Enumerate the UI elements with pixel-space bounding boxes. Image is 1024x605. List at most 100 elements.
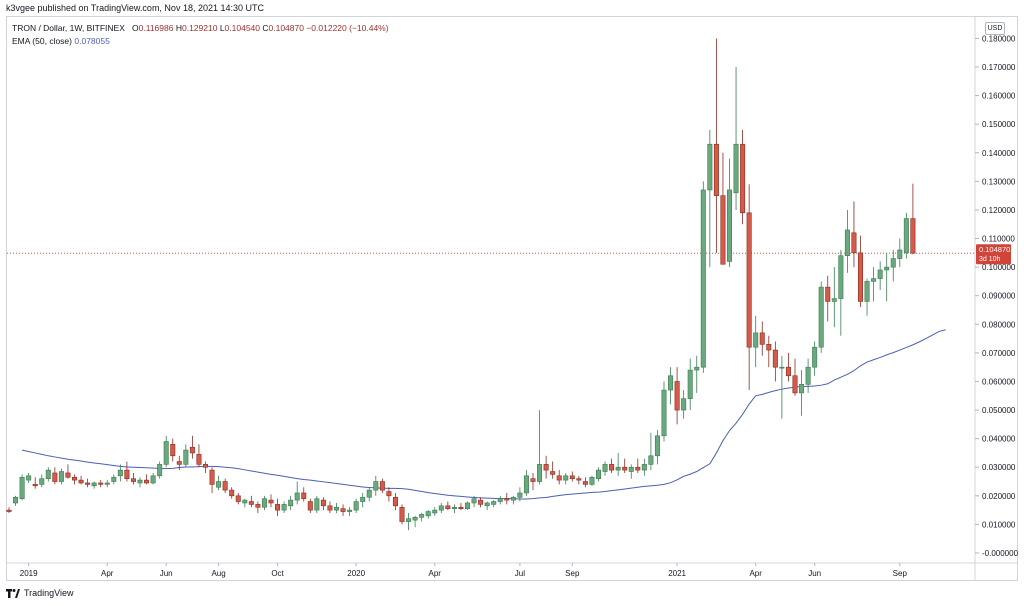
x-tick-label: Jun: [808, 569, 821, 578]
candle-body: [550, 471, 556, 475]
candle-body: [510, 496, 516, 501]
x-tick-label: Oct: [271, 569, 284, 578]
candle-body: [78, 479, 84, 484]
y-tick-label: 0.010000: [982, 520, 1016, 529]
candle-body: [117, 469, 123, 477]
y-tick-label: 0.020000: [982, 492, 1016, 501]
y-tick-label: 0.150000: [982, 120, 1016, 129]
candle-body: [288, 499, 294, 507]
candle-body: [746, 212, 752, 348]
candle-body: [595, 469, 601, 479]
candle-body: [884, 266, 890, 271]
y-tick-label: 0.040000: [982, 435, 1016, 444]
candle-body: [412, 516, 418, 521]
candle-body: [458, 506, 464, 509]
y-tick-label: 0.140000: [982, 149, 1016, 158]
y-tick-label: 0.170000: [982, 63, 1016, 72]
x-tick-label: Sep: [565, 569, 580, 578]
x-tick-label: Apr: [749, 569, 762, 578]
candle-body: [150, 475, 156, 484]
candle-body: [831, 298, 837, 302]
high-label: H: [175, 23, 182, 33]
candle-body: [733, 143, 739, 194]
candle-body: [438, 505, 444, 511]
candle-body: [451, 506, 457, 509]
x-tick-label: Apr: [429, 569, 442, 578]
candle-body: [85, 482, 91, 485]
price-label-countdown: 3d 10h: [979, 256, 1001, 263]
candle-body: [871, 278, 877, 282]
change-value: −0.012220 (−10.44%): [306, 23, 389, 33]
candle-body: [504, 498, 510, 501]
x-tick-label: 2020: [347, 569, 365, 578]
candle-body: [399, 506, 405, 522]
footer-brand[interactable]: TradingView: [6, 588, 74, 598]
candle-body: [176, 461, 182, 465]
candle-body: [569, 475, 575, 479]
candle-body: [373, 481, 379, 491]
low-label: L: [219, 23, 225, 33]
candle-body: [281, 504, 287, 511]
candle-body: [615, 466, 621, 471]
candle-body: [609, 464, 615, 471]
tradingview-logo-icon: [6, 588, 20, 598]
high-value: 0.129210: [181, 23, 218, 33]
candle-body: [340, 508, 346, 512]
candle-body: [366, 489, 372, 498]
candle-body: [275, 504, 281, 511]
candle-body: [392, 496, 398, 507]
price-label-box: [976, 244, 1011, 265]
candle-body: [890, 258, 896, 268]
candle-body: [235, 495, 241, 502]
candle-body: [347, 509, 353, 512]
chart-frame[interactable]: [6, 16, 1018, 581]
y-tick-label: 0.110000: [982, 235, 1015, 244]
candle-body: [517, 492, 523, 498]
candle-body: [563, 475, 569, 481]
ema-legend-row: EMA (50, close) 0.078055: [12, 35, 389, 48]
close-label: C: [262, 23, 269, 33]
candle-body: [255, 504, 261, 508]
y-tick-label: 0.180000: [982, 34, 1016, 43]
candle-body: [530, 478, 536, 482]
candle-body: [877, 269, 883, 279]
candle-body: [360, 496, 366, 502]
candle-body: [216, 481, 222, 488]
y-tick-label: 0.090000: [982, 292, 1016, 301]
candle-body: [491, 501, 497, 505]
candle-body: [39, 478, 45, 485]
open-label: O: [132, 23, 139, 33]
candle-body: [654, 435, 660, 457]
candle-body: [857, 252, 863, 302]
candle-body: [641, 464, 647, 471]
y-tick-label: 0.160000: [982, 92, 1016, 101]
candle-body: [766, 344, 772, 351]
candle-body: [26, 475, 32, 481]
candle-body: [726, 189, 732, 262]
candle-body: [248, 501, 254, 505]
x-tick-label: Sep: [893, 569, 908, 578]
candle-body: [98, 482, 104, 485]
x-tick-label: 2021: [668, 569, 686, 578]
candle-body: [818, 286, 824, 348]
currency-badge[interactable]: USD: [985, 22, 1005, 35]
candle-body: [91, 482, 97, 487]
candle-body: [635, 466, 641, 471]
candle-body: [196, 454, 202, 465]
candle-body: [785, 366, 791, 377]
candle-body: [753, 332, 759, 348]
candle-body: [713, 143, 719, 196]
candle-body: [425, 511, 431, 517]
candle-body: [13, 496, 19, 504]
candle-body: [406, 518, 412, 522]
price-label-value: 0.104870: [979, 245, 1010, 254]
candle-body: [320, 499, 326, 507]
low-value: 0.104540: [224, 23, 260, 33]
chart-legend: TRON / Dollar, 1W, BITFINEX O0.116986 H0…: [12, 22, 389, 48]
candle-body: [779, 366, 785, 369]
x-tick-label: Jun: [160, 569, 173, 578]
candle-body: [543, 464, 549, 471]
ema-line: [21, 329, 946, 500]
candle-body: [314, 498, 320, 511]
